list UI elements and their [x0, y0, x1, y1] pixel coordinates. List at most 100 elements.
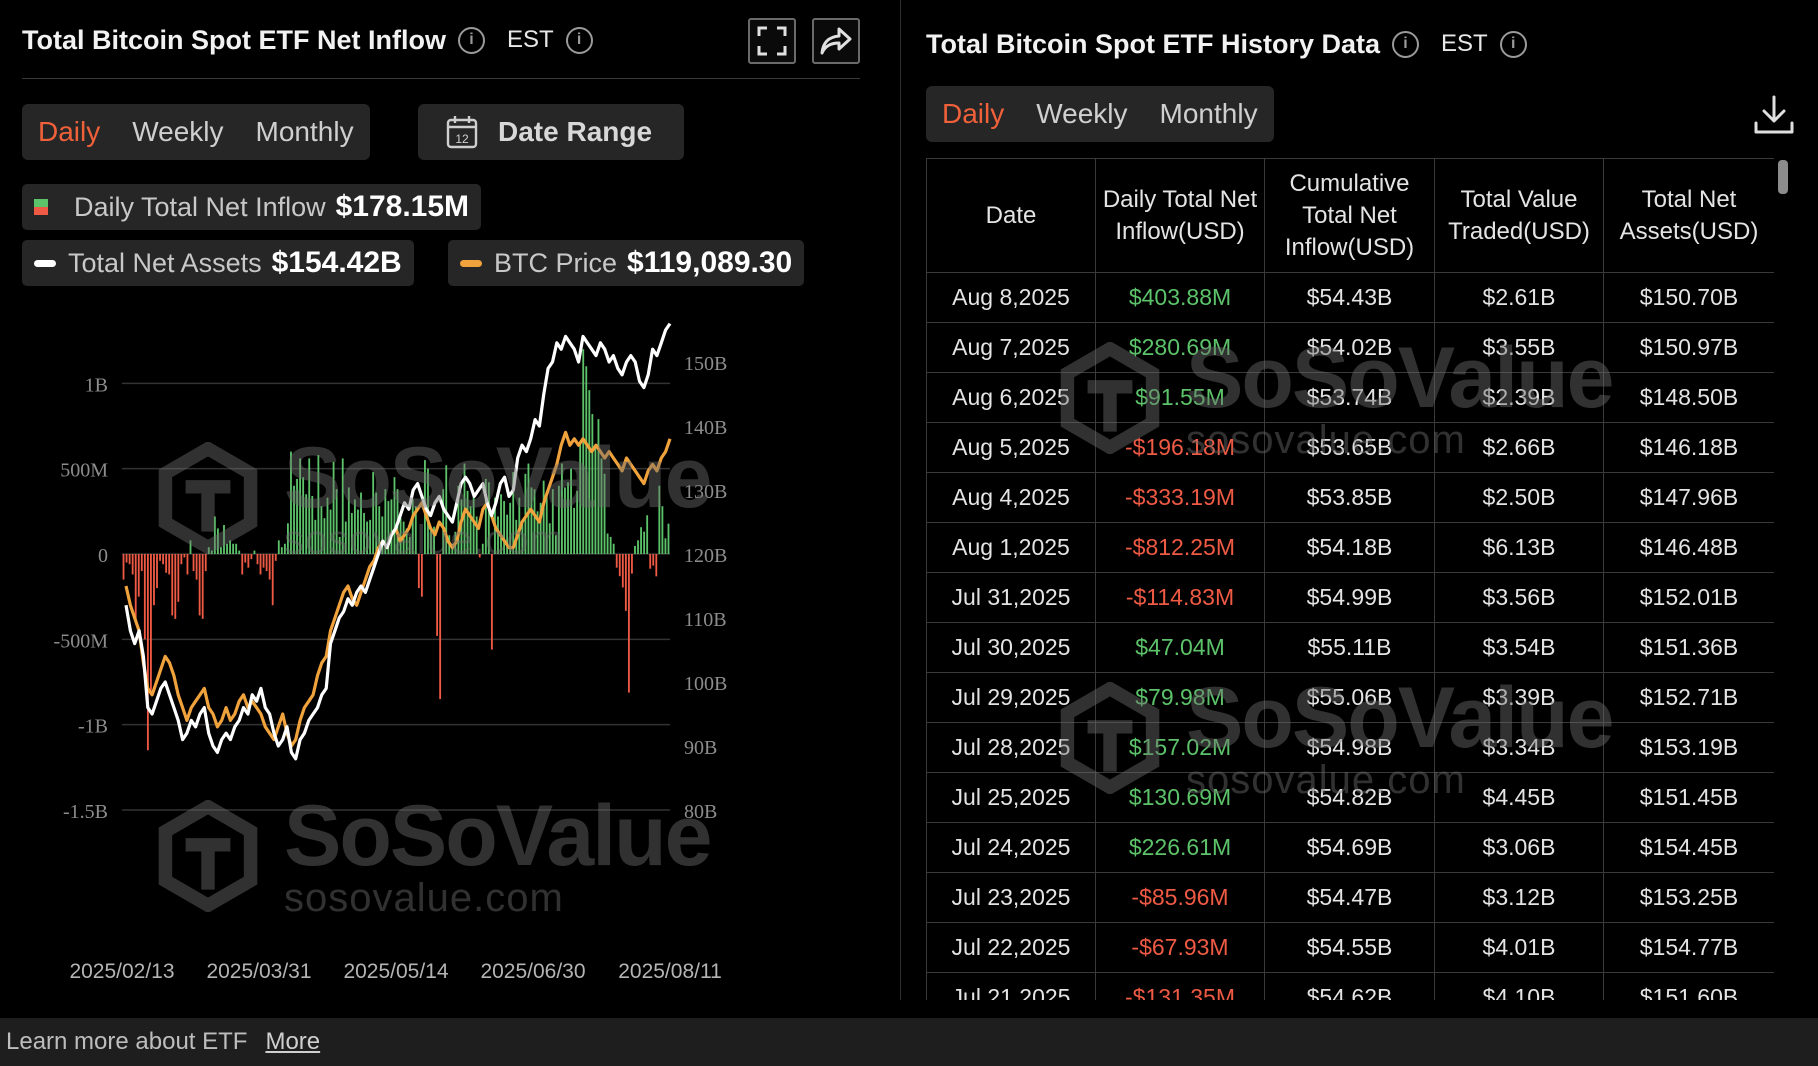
inflow-bar[interactable]: [542, 480, 545, 554]
inflow-bar[interactable]: [171, 554, 174, 616]
fullscreen-button[interactable]: [748, 18, 796, 64]
table-scrollbar[interactable]: [1778, 160, 1788, 194]
inflow-bar[interactable]: [664, 538, 667, 554]
inflow-bar[interactable]: [612, 543, 615, 554]
inflow-bar[interactable]: [341, 458, 344, 554]
inflow-bar[interactable]: [469, 506, 472, 554]
inflow-bar[interactable]: [198, 554, 201, 616]
legend-daily-inflow[interactable]: Daily Total Net Inflow $178.15M: [22, 184, 482, 230]
timezone-info-icon[interactable]: i: [1499, 30, 1527, 58]
inflow-bar[interactable]: [524, 473, 527, 554]
inflow-bar[interactable]: [557, 485, 560, 554]
inflow-bar[interactable]: [180, 554, 183, 565]
inflow-bar[interactable]: [472, 495, 475, 554]
inflow-bar[interactable]: [487, 482, 490, 554]
inflow-bar[interactable]: [478, 554, 481, 558]
inflow-bar[interactable]: [475, 516, 478, 554]
inflow-bar[interactable]: [600, 458, 603, 554]
inflow-bar[interactable]: [232, 543, 235, 554]
inflow-bar[interactable]: [335, 489, 338, 554]
inflow-bar[interactable]: [627, 554, 630, 693]
inflow-bar[interactable]: [189, 540, 192, 554]
inflow-bar[interactable]: [131, 554, 134, 575]
inflow-bar[interactable]: [262, 554, 265, 568]
inflow-bar[interactable]: [652, 554, 655, 566]
inflow-bar[interactable]: [408, 536, 411, 554]
inflow-bar[interactable]: [512, 472, 515, 554]
inflow-bar[interactable]: [168, 554, 171, 575]
inflow-bar[interactable]: [244, 554, 247, 563]
inflow-bar[interactable]: [271, 554, 274, 606]
inflow-bar[interactable]: [357, 509, 359, 554]
table-row[interactable]: Jul 29,2025 $79.98M $55.06B $3.39B $152.71B: [926, 672, 1774, 723]
inflow-bar[interactable]: [238, 550, 241, 554]
inflow-bar[interactable]: [204, 554, 207, 572]
table-row[interactable]: Jul 23,2025 -$85.96M $54.47B $3.12B $153.25B: [926, 872, 1774, 923]
inflow-bar[interactable]: [241, 554, 244, 575]
inflow-bar[interactable]: [624, 554, 627, 611]
inflow-bar[interactable]: [387, 501, 390, 554]
inflow-bar[interactable]: [561, 463, 563, 554]
inflow-bar[interactable]: [247, 554, 250, 568]
inflow-bar[interactable]: [290, 451, 292, 554]
tab-monthly[interactable]: Monthly: [255, 116, 354, 147]
inflow-bar[interactable]: [378, 506, 381, 554]
inflow-bar[interactable]: [442, 489, 445, 554]
inflow-bar[interactable]: [311, 495, 314, 554]
table-row[interactable]: Aug 4,2025 -$333.19M $53.85B $2.50B $147.96B: [926, 472, 1774, 523]
inflow-bar[interactable]: [548, 523, 551, 554]
history-table-container[interactable]: Date Daily Total Net Inflow(USD) Cumulat…: [926, 158, 1774, 1000]
inflow-bar[interactable]: [305, 494, 308, 554]
inflow-bar[interactable]: [192, 554, 195, 572]
inflow-bar[interactable]: [153, 554, 155, 606]
inflow-bar[interactable]: [576, 490, 579, 554]
tab-daily[interactable]: Daily: [942, 98, 1005, 129]
table-row[interactable]: Jul 31,2025 -$114.83M $54.99B $3.56B $152.01…: [926, 572, 1774, 623]
inflow-bar[interactable]: [223, 524, 225, 554]
column-header-value-traded[interactable]: Total Value Traded(USD): [1434, 158, 1604, 273]
inflow-bar[interactable]: [640, 527, 642, 554]
tab-weekly[interactable]: Weekly: [132, 116, 224, 147]
date-range-button[interactable]: 12 Date Range: [418, 104, 684, 160]
table-row[interactable]: Jul 30,2025 $47.04M $55.11B $3.54B $151.36B: [926, 622, 1774, 673]
inflow-bar[interactable]: [210, 550, 213, 554]
inflow-bar[interactable]: [661, 506, 664, 554]
inflow-bar[interactable]: [634, 545, 636, 554]
inflow-bar[interactable]: [128, 554, 131, 565]
inflow-bar[interactable]: [229, 540, 231, 554]
inflow-bar[interactable]: [375, 492, 378, 554]
inflow-bar[interactable]: [533, 489, 536, 554]
inflow-bar[interactable]: [216, 528, 219, 554]
inflow-bar[interactable]: [280, 547, 283, 554]
btc-price-line[interactable]: [124, 430, 672, 748]
inflow-bar[interactable]: [283, 543, 286, 554]
inflow-bar[interactable]: [384, 489, 387, 554]
inflow-bar[interactable]: [509, 502, 512, 554]
inflow-bar[interactable]: [150, 554, 152, 691]
inflow-bar[interactable]: [457, 485, 460, 554]
table-row[interactable]: Aug 5,2025 -$196.18M $53.65B $2.66B $146.18B: [926, 422, 1774, 473]
inflow-bar[interactable]: [582, 349, 585, 554]
column-header-cumulative-inflow[interactable]: Cumulative Total Net Inflow(USD): [1264, 158, 1435, 273]
info-icon[interactable]: i: [457, 26, 485, 54]
inflow-bar[interactable]: [439, 554, 442, 700]
inflow-bar[interactable]: [220, 547, 222, 554]
inflow-bar[interactable]: [369, 519, 372, 554]
inflow-bar[interactable]: [585, 366, 588, 554]
inflow-bar[interactable]: [417, 554, 420, 589]
inflow-bar[interactable]: [277, 540, 280, 554]
inflow-bar[interactable]: [554, 535, 557, 554]
inflow-bar[interactable]: [606, 533, 609, 554]
inflow-bar[interactable]: [332, 461, 335, 554]
inflow-bar[interactable]: [551, 489, 554, 554]
inflow-bar[interactable]: [609, 536, 612, 554]
inflow-bar[interactable]: [591, 414, 594, 554]
column-header-daily-inflow[interactable]: Daily Total Net Inflow(USD): [1095, 158, 1265, 273]
inflow-bar[interactable]: [235, 543, 238, 554]
inflow-bar[interactable]: [521, 519, 524, 554]
inflow-bar[interactable]: [320, 506, 323, 554]
inflow-bar[interactable]: [506, 514, 509, 554]
inflow-bar[interactable]: [338, 536, 341, 554]
table-row[interactable]: Aug 7,2025 $280.69M $54.02B $3.55B $150.97B: [926, 322, 1774, 373]
inflow-bar[interactable]: [381, 516, 384, 554]
